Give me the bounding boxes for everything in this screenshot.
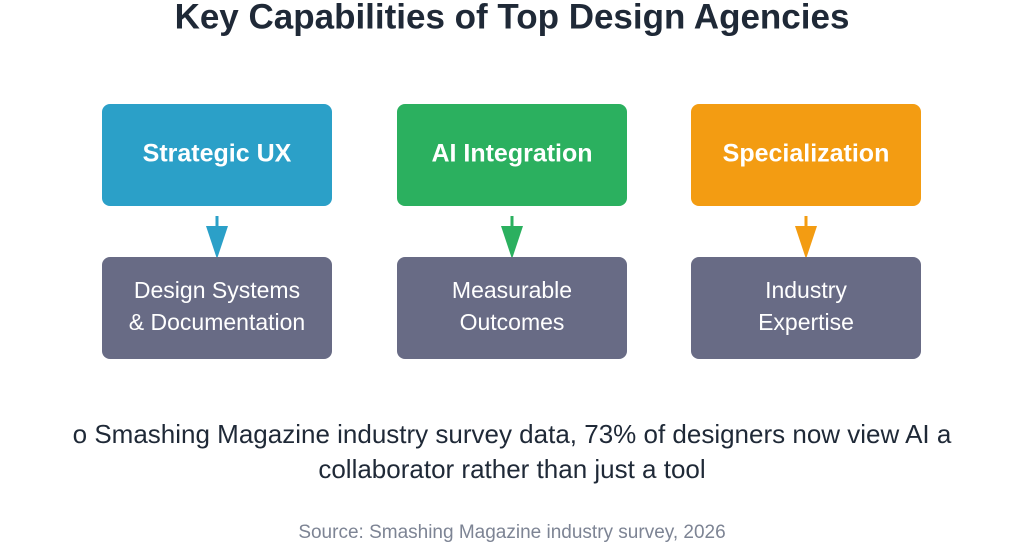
capability-box — [397, 104, 627, 206]
detail-text: Design Systems — [134, 277, 300, 303]
detail-text: Expertise — [758, 309, 854, 335]
capability-label: AI Integration — [431, 140, 592, 168]
caption-line: collaborator rather than just a tool — [318, 454, 705, 484]
arrow-head — [501, 226, 523, 259]
detail-box — [691, 257, 921, 359]
capability-label: Specialization — [723, 140, 890, 168]
caption-line: o Smashing Magazine industry survey data… — [73, 419, 952, 449]
capability-box — [691, 104, 921, 206]
detail-text: Measurable — [452, 277, 572, 303]
columns: Strategic UX Design Systems & Documentatio… — [102, 104, 921, 359]
detail-box — [102, 257, 332, 359]
arrow-head — [795, 226, 817, 259]
detail-box — [397, 257, 627, 359]
arrow-head — [206, 226, 228, 259]
detail-text: & Documentation — [129, 309, 305, 335]
capability-box — [102, 104, 332, 206]
capability-label: Strategic UX — [143, 140, 292, 168]
detail-text: Outcomes — [460, 309, 565, 335]
source: Source: Smashing Magazine industry surve… — [298, 522, 725, 543]
title: Key Capabilities of Top Design Agencies — [175, 0, 850, 36]
detail-text: Industry — [765, 277, 847, 303]
